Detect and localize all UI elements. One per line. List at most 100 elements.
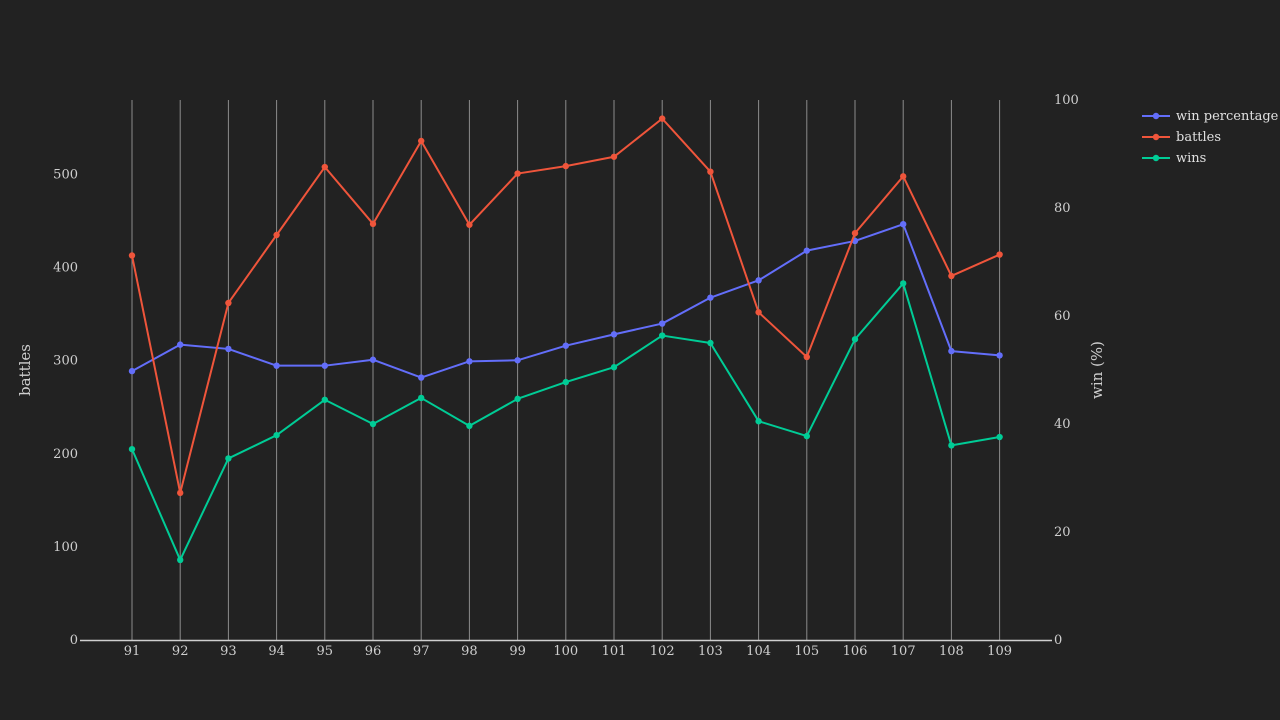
series-1-point <box>610 153 618 160</box>
series-2-point <box>128 445 136 453</box>
x-tick-label: 105 <box>794 644 819 659</box>
x-tick-label: 97 <box>413 644 430 659</box>
x-tick-label: 98 <box>461 644 478 659</box>
series-0-point <box>369 356 377 363</box>
series-0-point <box>803 247 810 254</box>
grid-lines <box>131 100 1001 640</box>
series-1-point <box>755 309 762 316</box>
x-tick-label: 109 <box>987 644 1012 659</box>
series-0-point <box>659 320 666 327</box>
x-tick-label: 94 <box>268 644 285 659</box>
series-0-point <box>466 358 473 365</box>
series-1-point <box>273 231 280 239</box>
x-tick-label: 102 <box>650 644 675 659</box>
series-0-point <box>514 357 521 364</box>
series-2-point <box>707 339 714 347</box>
series-1-point <box>225 299 232 307</box>
x-tick-label: 108 <box>939 644 964 659</box>
series-0-point <box>177 341 184 348</box>
series-0-point <box>996 352 1003 359</box>
series-0-point <box>610 331 618 338</box>
series-1-point <box>900 173 907 180</box>
series-2-point <box>177 556 184 564</box>
series-0-point <box>225 345 232 353</box>
legend-swatch-marker <box>1152 154 1160 162</box>
series-1-point <box>803 353 810 361</box>
series-0-point <box>273 362 280 369</box>
series-1-point <box>128 252 136 259</box>
y-tick-label: 500 <box>53 167 78 182</box>
series-0-point <box>755 277 762 284</box>
series-lines <box>128 115 1003 564</box>
series-0-point <box>128 367 136 375</box>
legend-item[interactable]: battles <box>1142 130 1221 145</box>
series-0-point <box>562 342 569 349</box>
series-1-point <box>177 489 184 497</box>
series-1-point <box>996 251 1003 258</box>
series-2-point <box>851 336 859 343</box>
series-2-point <box>948 442 955 449</box>
x-tick-label: 104 <box>746 644 771 659</box>
series-0-point <box>321 362 328 369</box>
series-0-point <box>418 374 425 381</box>
y2-tick-label: 0 <box>1054 633 1062 648</box>
legend-label: win percentage <box>1176 109 1279 124</box>
series-2-point <box>610 364 618 371</box>
x-tick-label: 103 <box>698 644 723 659</box>
series-2-point <box>562 378 569 386</box>
series-1-point <box>466 221 473 228</box>
y-tick-label: 300 <box>53 354 78 369</box>
series-2-point <box>900 280 907 287</box>
x-tick-label: 93 <box>220 644 237 659</box>
y2-tick-label: 20 <box>1054 525 1071 540</box>
y-tick-label: 400 <box>53 261 78 276</box>
series-2-point <box>273 431 280 439</box>
series-2-point <box>996 433 1003 441</box>
series-2-point <box>514 395 521 403</box>
series-1-point <box>659 115 666 122</box>
x-tick-label: 100 <box>553 644 578 659</box>
x-tick-label: 107 <box>891 644 916 659</box>
series-1-point <box>321 163 328 171</box>
series-0-point <box>900 221 907 228</box>
series-2-point <box>659 332 666 339</box>
y2-tick-label: 40 <box>1054 417 1071 432</box>
x-tick-label: 96 <box>365 644 382 659</box>
y2-tick-label: 100 <box>1054 93 1079 108</box>
legend-swatch-marker <box>1152 133 1160 141</box>
legend-item[interactable]: win percentage <box>1142 109 1279 124</box>
series-2-point <box>803 432 810 440</box>
series-1-point <box>418 137 425 145</box>
y2-tick-label: 80 <box>1054 201 1071 216</box>
y-tick-label: 200 <box>53 447 78 462</box>
x-tick-label: 106 <box>843 644 868 659</box>
tick-labels: 91 92 93 94 95 96 97 98 99 100 101 102 103 104 105 106 1… <box>53 93 1079 659</box>
x-tick-label: 95 <box>317 644 334 659</box>
x-tick-label: 101 <box>602 644 627 659</box>
legend-item[interactable]: wins <box>1142 151 1206 166</box>
x-tick-label: 99 <box>509 644 526 659</box>
series-1-point <box>514 170 521 177</box>
y-tick-label: 100 <box>53 540 78 555</box>
x-tick-label: 92 <box>172 644 189 659</box>
series-0-point <box>707 294 714 301</box>
y2-axis-title: win (%) <box>1088 341 1106 399</box>
series-2-point <box>466 422 473 430</box>
series-1-point <box>948 272 955 280</box>
series-1-point <box>707 168 714 175</box>
series-2-point <box>755 418 762 425</box>
series-1-point <box>851 229 859 237</box>
y2-tick-label: 60 <box>1054 309 1071 324</box>
legend-label: wins <box>1176 151 1206 166</box>
series-2-point <box>225 455 232 462</box>
series-0-point <box>948 347 955 355</box>
series-2-point <box>321 396 328 403</box>
legend-swatch-marker <box>1152 112 1160 120</box>
x-tick-label: 91 <box>124 644 141 659</box>
legend-label: battles <box>1176 130 1221 145</box>
y-axis-title: battles <box>16 344 34 396</box>
legend[interactable]: win percentage battles wins <box>1142 109 1279 166</box>
series-2-point <box>418 394 425 402</box>
series-2-point <box>369 420 377 428</box>
